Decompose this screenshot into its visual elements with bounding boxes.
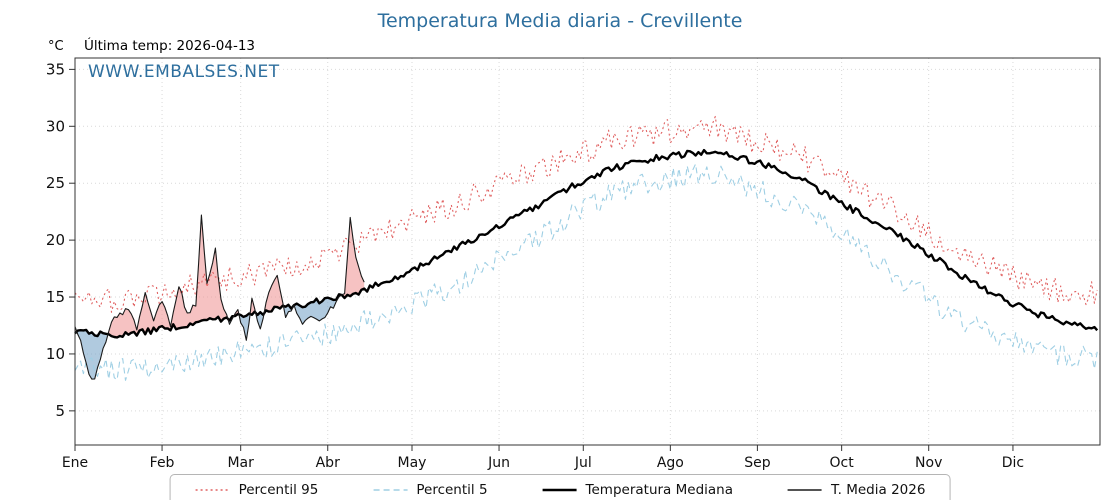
- legend-item-t-media-2026: T. Media 2026: [787, 482, 925, 498]
- x-tick-label: Ago: [657, 455, 684, 471]
- t-media-2026-line-swatch: [787, 484, 823, 496]
- fill-band: [255, 312, 264, 329]
- y-tick-label: 10: [46, 345, 65, 363]
- y-tick-label: 35: [46, 60, 65, 78]
- percentil-5-line-swatch: [372, 484, 408, 496]
- x-tick-label: Jul: [574, 455, 592, 471]
- legend-item-percentil-95: Percentil 95: [195, 482, 319, 498]
- x-tick-label: Feb: [150, 455, 175, 471]
- fill-band: [341, 217, 365, 298]
- x-tick-label: Mar: [227, 455, 254, 471]
- legend-item-percentil-5: Percentil 5: [372, 482, 488, 498]
- fill-band: [108, 215, 228, 338]
- fill-band: [76, 329, 108, 380]
- y-tick-label: 5: [55, 402, 65, 420]
- y-axis-unit-label: °C: [48, 39, 64, 54]
- legend: Percentil 95 Percentil 5 Temperatura Med…: [169, 474, 951, 500]
- watermark: WWW.EMBALSES.NET: [88, 62, 280, 82]
- legend-item-temperatura-mediana: Temperatura Mediana: [542, 482, 733, 498]
- x-tick-label: Nov: [915, 455, 942, 471]
- fill-band: [294, 294, 342, 325]
- x-tick-label: Ene: [62, 455, 88, 471]
- y-tick-label: 25: [46, 174, 65, 192]
- temperatura-mediana-line-swatch: [542, 484, 578, 496]
- y-tick-label: 20: [46, 231, 65, 249]
- series-t-media-2026: [74, 214, 365, 380]
- y-tick-label: 30: [46, 117, 65, 135]
- legend-label-percentil-95: Percentil 95: [238, 482, 319, 498]
- legend-label-t-media-2026: T. Media 2026: [831, 482, 926, 498]
- last-temp-annotation: Última temp: 2026-04-13: [84, 38, 256, 54]
- series-percentil-95: [74, 115, 1098, 313]
- x-tick-label: Sep: [744, 455, 771, 471]
- x-tick-label: Jun: [487, 455, 510, 471]
- series-temperatura-mediana: [74, 148, 1099, 339]
- legend-label-temperatura-mediana: Temperatura Mediana: [585, 482, 733, 498]
- x-tick-label: Abr: [316, 455, 340, 471]
- percentil-95-line-swatch: [195, 484, 231, 496]
- x-tick-label: Oct: [830, 455, 855, 471]
- y-tick-label: 15: [46, 288, 65, 306]
- x-tick-label: May: [398, 455, 427, 471]
- legend-label-percentil-5: Percentil 5: [416, 482, 488, 498]
- chart-title: Temperatura Media diaria - Crevillente: [377, 10, 743, 32]
- x-tick-label: Dic: [1002, 455, 1024, 471]
- series-percentil-5: [74, 163, 1098, 381]
- plot-border: [74, 57, 1101, 446]
